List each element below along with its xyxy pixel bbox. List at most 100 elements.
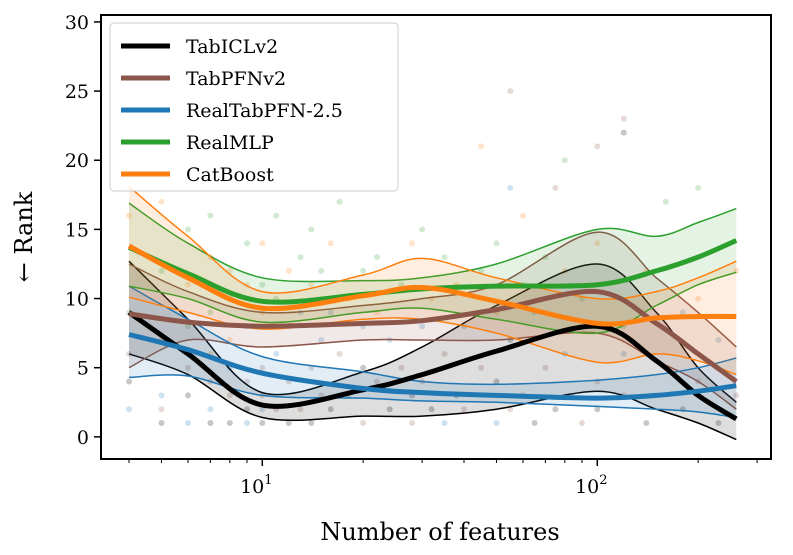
scatter-point bbox=[461, 406, 467, 413]
scatter-point bbox=[561, 157, 568, 164]
scatter-point bbox=[185, 420, 191, 426]
scatter-point bbox=[428, 406, 435, 413]
scatter-point bbox=[207, 406, 214, 413]
catboost-upper-bound bbox=[128, 185, 737, 300]
x-tick-label: 101 bbox=[240, 473, 272, 498]
realtabpfn-2-5-legend-label: RealTabPFN-2.5 bbox=[186, 100, 343, 122]
scatter-point bbox=[419, 323, 426, 330]
scatter-point bbox=[185, 226, 191, 233]
y-tick-label: 25 bbox=[65, 81, 89, 103]
y-tick-label: 0 bbox=[77, 427, 89, 449]
x-tick-base: 10 bbox=[240, 476, 264, 498]
scatter-point bbox=[409, 420, 416, 426]
scatter-point bbox=[478, 364, 485, 371]
scatter-point bbox=[259, 364, 266, 371]
tabiclv2-legend-label: TabICLv2 bbox=[186, 36, 278, 58]
scatter-point bbox=[336, 350, 343, 357]
scatter-point bbox=[398, 364, 405, 371]
tabiclv2-line bbox=[127, 310, 738, 422]
tabpfnv2-lower-bound bbox=[128, 331, 737, 410]
scatter-point bbox=[327, 240, 334, 247]
scatter-point bbox=[285, 267, 292, 274]
scatter-point bbox=[374, 254, 380, 261]
scatter-point bbox=[244, 420, 250, 426]
scatter-point bbox=[185, 364, 191, 371]
scatter-point bbox=[386, 406, 393, 413]
y-tick-label: 5 bbox=[77, 358, 89, 380]
realtabpfn-2-5-line bbox=[128, 332, 737, 401]
scatter-point bbox=[207, 309, 214, 316]
realmlp-upper-bound bbox=[128, 202, 737, 283]
scatter-point bbox=[493, 420, 500, 426]
scatter-point bbox=[126, 378, 132, 385]
scatter-point bbox=[643, 420, 650, 426]
scatter-point bbox=[531, 420, 538, 426]
tabiclv2-upper-bound bbox=[128, 260, 737, 403]
plot-frame bbox=[100, 14, 772, 460]
scatter-point bbox=[336, 198, 343, 205]
scatter-point bbox=[441, 350, 448, 357]
scatter-point bbox=[662, 198, 669, 205]
scatter-point bbox=[733, 392, 740, 399]
realtabpfn-2-5-band bbox=[129, 286, 737, 418]
scatter-point bbox=[185, 281, 191, 288]
scatter-point bbox=[297, 254, 304, 261]
x-tick-label: 102 bbox=[575, 473, 607, 498]
scatter-point bbox=[695, 184, 702, 191]
scatter-point bbox=[327, 309, 334, 316]
scatter-point bbox=[552, 184, 559, 191]
legend-box bbox=[109, 22, 399, 192]
scatter-point bbox=[308, 226, 315, 233]
scatter-point bbox=[158, 198, 165, 205]
scatter-point bbox=[226, 420, 233, 426]
scatter-point bbox=[273, 212, 280, 219]
scatter-point bbox=[594, 240, 601, 247]
scatter-point bbox=[259, 240, 266, 247]
tabpfnv2-legend-label: TabPFNv2 bbox=[186, 68, 286, 90]
scatter-point bbox=[441, 254, 448, 261]
scatter-point bbox=[158, 267, 165, 274]
realmlp-lower-bound bbox=[128, 271, 737, 335]
legend: TabICLv2 TabPFNv2 RealTabPFN-2.5 RealMLP Cat… bbox=[109, 22, 399, 192]
scatter-point bbox=[273, 350, 280, 357]
y-axis-title: ← Rank bbox=[10, 191, 38, 282]
y-tick-label: 30 bbox=[65, 12, 89, 34]
y-tick-label: 15 bbox=[65, 219, 89, 241]
tabpfnv2-line bbox=[128, 288, 738, 384]
x-tick-base: 10 bbox=[575, 476, 599, 498]
catboost-line bbox=[127, 243, 737, 327]
scatter-point bbox=[360, 420, 367, 426]
scatter-point bbox=[259, 281, 266, 288]
scatter-point bbox=[715, 337, 722, 343]
scatter-point bbox=[715, 420, 722, 426]
scatter-point bbox=[620, 129, 627, 136]
realmlp-line bbox=[127, 238, 738, 305]
series-lines bbox=[127, 238, 738, 422]
scatter-point bbox=[542, 364, 549, 371]
scatter-point bbox=[360, 364, 367, 371]
catboost-legend-label: CatBoost bbox=[186, 164, 274, 186]
scatter-point bbox=[695, 295, 702, 302]
realmlp-legend-label: RealMLP bbox=[186, 132, 274, 154]
scatter-point bbox=[594, 143, 601, 150]
scatter-point bbox=[318, 337, 325, 343]
scatter-point bbox=[419, 226, 426, 233]
scatter-point bbox=[126, 212, 132, 219]
scatter-point bbox=[327, 406, 334, 413]
scatter-point bbox=[493, 240, 500, 247]
scatter-point bbox=[478, 143, 485, 150]
scatter-point bbox=[244, 240, 250, 247]
x-tick-exponent: 1 bbox=[264, 473, 272, 488]
tabiclv2-lower-bound bbox=[128, 353, 737, 441]
scatter-point bbox=[158, 420, 165, 426]
scatter-point bbox=[226, 392, 233, 399]
x-axis-title: Number of features bbox=[320, 518, 559, 546]
scatter-point bbox=[318, 267, 325, 274]
x-tick-exponent: 2 bbox=[599, 473, 607, 488]
scatter-point bbox=[620, 115, 627, 122]
scatter-point bbox=[493, 378, 500, 385]
scatter-point bbox=[679, 309, 686, 316]
scatter-point bbox=[579, 420, 585, 426]
